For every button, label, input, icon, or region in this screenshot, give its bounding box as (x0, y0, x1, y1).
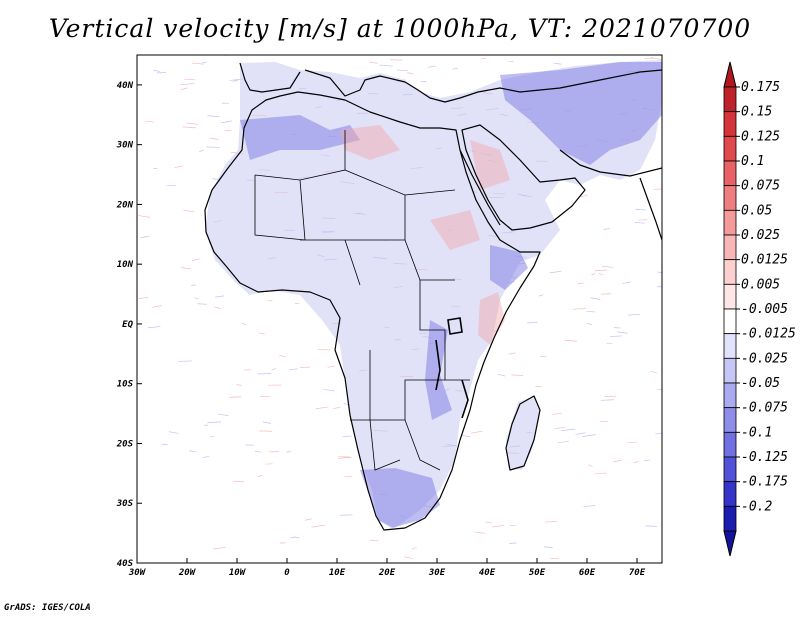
x-axis: 30W 20W 10W 0 10E 20E 30E 40E 50E 60E 70E (128, 558, 646, 578)
footer-credit: GrADS: IGES/COLA (4, 603, 91, 613)
strong-downdraft-patches (240, 62, 662, 528)
colorbar-label: 0.1 (741, 154, 764, 169)
colorbar-label: -0.175 (741, 475, 788, 490)
map-panel (137, 55, 662, 563)
y-tick-label: 10S (117, 380, 134, 390)
colorbar-label: -0.0125 (741, 327, 796, 342)
colorbar-swatch (723, 234, 737, 261)
colorbar-swatch (723, 185, 737, 211)
colorbar: 0.175 0.15 0.125 0.1 0.075 0.05 0.025 0.0125 0.0… (723, 61, 796, 557)
x-tick-label: 30E (428, 568, 446, 578)
colorbar-swatch (723, 111, 737, 137)
colorbar-label: 0.025 (741, 228, 780, 243)
colorbar-swatch (723, 357, 737, 384)
y-axis: 40N 30N 20N 10N EQ 10S 20S 30S 40S (116, 81, 142, 569)
land-field (205, 60, 662, 528)
x-tick-label: 10W (229, 568, 247, 578)
colorbar-swatch (723, 308, 737, 335)
colorbar-label: 0.15 (741, 105, 772, 120)
colorbar-swatch (723, 431, 737, 458)
colorbar-label: -0.1 (741, 425, 772, 440)
colorbar-swatch (723, 86, 737, 113)
colorbar-label: 0.0125 (741, 253, 788, 268)
x-tick-label: 0 (284, 568, 290, 578)
lakes (435, 317, 469, 419)
coastlines (204, 62, 662, 531)
updraft-patches (340, 125, 510, 345)
map-title: Vertical velocity [m/s] at 1000hPa, VT: … (48, 14, 752, 43)
colorbar-label: -0.125 (741, 450, 788, 465)
x-tick-label: 10E (329, 568, 346, 578)
colorbar-label: -0.2 (741, 499, 772, 514)
x-tick-label: 60E (579, 568, 596, 578)
y-tick-label: 20S (116, 439, 134, 449)
colorbar-swatch (723, 505, 737, 532)
colorbar-label: 0.075 (741, 179, 780, 194)
x-tick-label: 50E (529, 568, 546, 578)
colorbar-swatch (723, 382, 737, 409)
colorbar-swatch (723, 209, 737, 236)
y-tick-label: 30N (116, 141, 134, 151)
y-tick-label: 10N (117, 260, 134, 270)
y-tick-label: 40N (117, 81, 134, 91)
colorbar-swatch (723, 481, 737, 507)
colorbar-label: 0.175 (741, 80, 780, 95)
y-tick-label: 20N (116, 200, 134, 210)
y-tick-label: 30S (116, 499, 134, 509)
y-tick-label: 40S (117, 559, 134, 569)
colorbar-swatch (723, 407, 737, 433)
x-tick-label: 40E (479, 568, 496, 578)
colorbar-label: -0.075 (741, 401, 788, 416)
colorbar-swatch (723, 259, 737, 285)
x-tick-label: 30W (128, 568, 147, 578)
colorbar-label: -0.005 (741, 302, 788, 317)
x-tick-label: 20W (178, 568, 197, 578)
map-frame (136, 54, 663, 564)
colorbar-label: 0.005 (741, 277, 780, 292)
colorbar-label: 0.125 (741, 129, 780, 144)
colorbar-bottom-arrow (723, 530, 737, 557)
x-tick-label: 20E (378, 568, 396, 578)
y-tick-label: EQ (122, 320, 133, 330)
colorbar-label: 0.05 (741, 203, 772, 218)
colorbar-swatch (723, 283, 737, 310)
colorbar-swatch (723, 160, 737, 187)
colorbar-top-arrow (723, 61, 737, 88)
colorbar-swatch (723, 333, 737, 359)
colorbar-swatch (723, 456, 737, 483)
x-tick-label: 70E (629, 568, 646, 578)
colorbar-swatch (723, 135, 737, 162)
country-borders (254, 130, 470, 471)
colorbar-label: -0.05 (741, 376, 780, 391)
colorbar-label: -0.025 (741, 351, 788, 366)
